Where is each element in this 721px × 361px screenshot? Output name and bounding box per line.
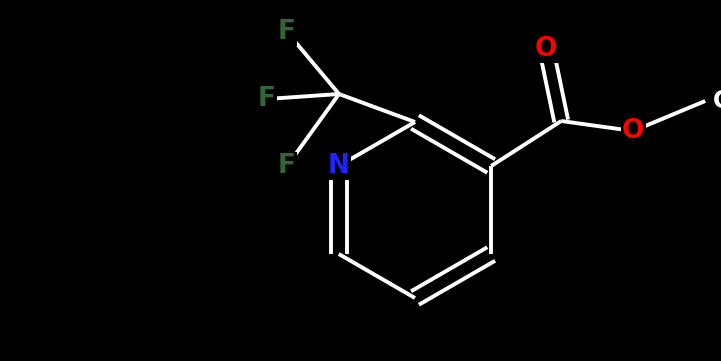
Text: F: F bbox=[258, 86, 276, 112]
Text: O: O bbox=[622, 118, 645, 144]
Text: N: N bbox=[328, 153, 350, 179]
Text: O: O bbox=[535, 36, 557, 62]
Text: F: F bbox=[278, 19, 296, 45]
Text: CH₃: CH₃ bbox=[713, 89, 721, 113]
Text: F: F bbox=[278, 153, 296, 179]
